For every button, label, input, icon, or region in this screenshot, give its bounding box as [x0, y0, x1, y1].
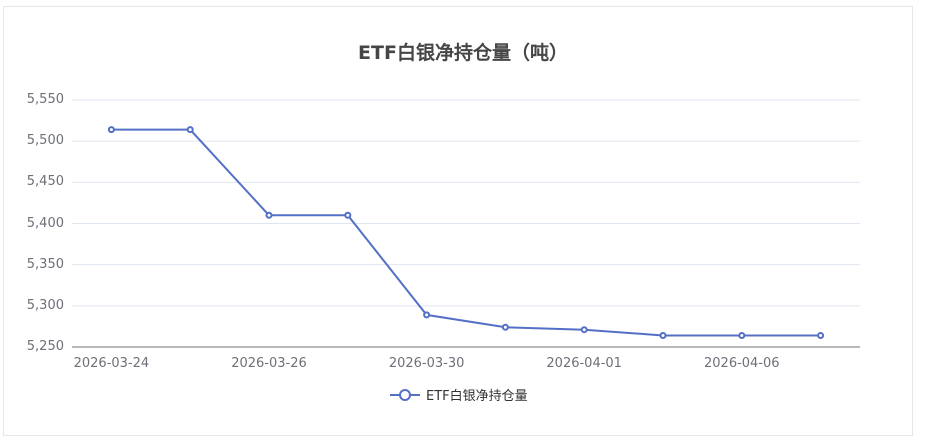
- data-point[interactable]: [186, 126, 194, 134]
- y-tick-label: 5,550: [26, 92, 64, 107]
- y-tick-label: 5,250: [26, 339, 64, 354]
- y-tick-label: 5,300: [26, 297, 64, 313]
- x-tick-label: 2026-03-24: [73, 356, 150, 371]
- data-point[interactable]: [817, 331, 825, 339]
- line-chart: [72, 99, 860, 348]
- data-points: [107, 126, 825, 339]
- data-point[interactable]: [107, 126, 115, 134]
- data-point[interactable]: [501, 323, 509, 331]
- chart-title: ETF白银净持仓量（吨）: [358, 42, 568, 64]
- y-tick-label: 5,500: [26, 133, 64, 149]
- legend-item[interactable]: ETF白银净持仓量: [390, 385, 528, 404]
- y-tick-label: 5,450: [26, 174, 64, 190]
- y-tick-label: 5,400: [26, 215, 64, 231]
- y-tick-label: 5,350: [26, 256, 64, 272]
- data-point[interactable]: [659, 331, 667, 339]
- legend-label: ETF白银净持仓量: [426, 389, 528, 404]
- x-tick-label: 2026-04-06: [704, 356, 780, 371]
- x-tick-label: 2026-03-26: [231, 356, 307, 371]
- x-tick-label: 2026-03-30: [388, 356, 465, 371]
- legend-line-circle-icon: [390, 388, 420, 401]
- x-tick-label: 2026-04-01: [546, 356, 622, 371]
- data-point[interactable]: [265, 211, 273, 219]
- chart-card: [3, 6, 913, 436]
- data-point[interactable]: [344, 211, 352, 219]
- data-point[interactable]: [423, 311, 431, 319]
- series-line: [111, 128, 821, 337]
- grid-lines: [72, 99, 860, 307]
- data-point[interactable]: [738, 331, 746, 339]
- data-point[interactable]: [580, 326, 588, 334]
- y-axis-labels: 5,550 5,500 5,450 5,400 5,350 5,300 5,250: [26, 92, 64, 354]
